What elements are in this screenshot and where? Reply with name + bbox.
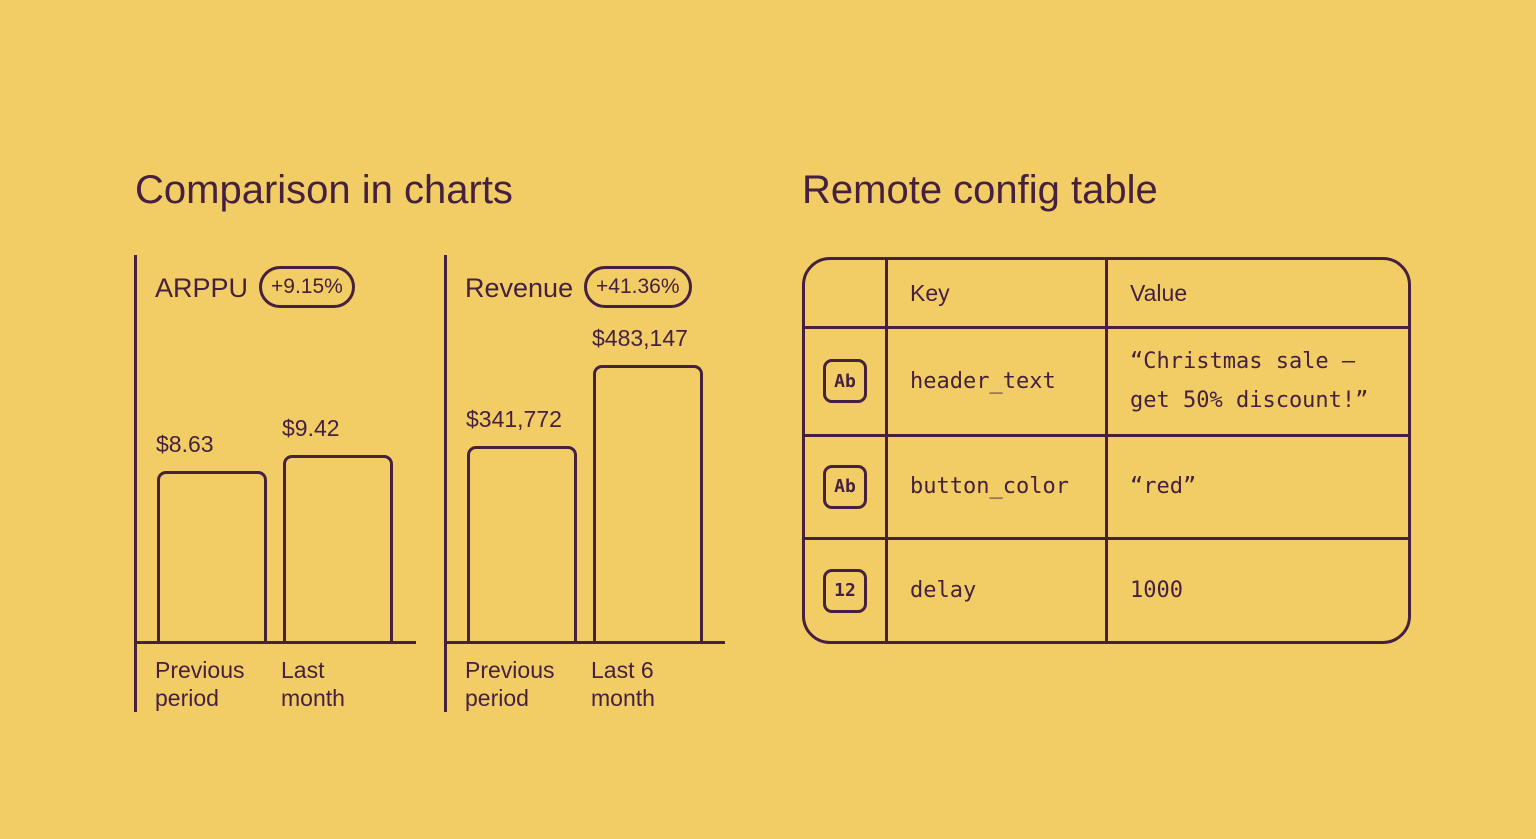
row-line bbox=[803, 326, 1410, 329]
change-badge: +9.15% bbox=[259, 266, 355, 308]
baseline bbox=[445, 641, 725, 644]
change-badge: +41.36% bbox=[584, 266, 692, 308]
config-value: “red” bbox=[1130, 474, 1197, 499]
config-value: 1000 bbox=[1130, 578, 1183, 603]
category-label: Previous period bbox=[465, 657, 555, 711]
bar bbox=[593, 365, 703, 642]
config-key: button_color bbox=[910, 474, 1069, 499]
row-line bbox=[803, 537, 1410, 540]
category-label: Last 6 month bbox=[591, 657, 655, 711]
column-line bbox=[1105, 258, 1108, 643]
type-icon: Ab bbox=[823, 464, 867, 509]
section-title: Remote config table bbox=[802, 168, 1158, 212]
config-value: “Christmas sale — get 50% discount!” bbox=[1130, 349, 1369, 413]
type-icon: 12 bbox=[823, 568, 867, 613]
value-label: $8.63 bbox=[156, 430, 214, 457]
category-label: Last month bbox=[281, 657, 345, 711]
column-header: Value bbox=[1130, 280, 1188, 306]
config-key: header_text bbox=[910, 368, 1056, 394]
axis-line bbox=[134, 255, 137, 712]
section-title: Comparison in charts bbox=[135, 168, 513, 212]
baseline bbox=[135, 641, 416, 644]
bar bbox=[283, 455, 393, 642]
bar bbox=[157, 470, 267, 642]
column-line bbox=[885, 258, 888, 643]
row-line bbox=[803, 434, 1410, 437]
value-label: $483,147 bbox=[592, 325, 688, 351]
value-label: $341,772 bbox=[466, 406, 562, 433]
category-label: Previous period bbox=[155, 657, 245, 711]
value-label: $9.42 bbox=[282, 415, 340, 441]
bar bbox=[467, 446, 577, 642]
chart-title: Revenue bbox=[465, 273, 574, 303]
column-header: Key bbox=[910, 280, 950, 306]
axis-line bbox=[444, 255, 447, 712]
type-icon: Ab bbox=[823, 359, 867, 403]
config-key: delay bbox=[910, 578, 977, 603]
chart-title: ARPPU bbox=[155, 273, 249, 303]
